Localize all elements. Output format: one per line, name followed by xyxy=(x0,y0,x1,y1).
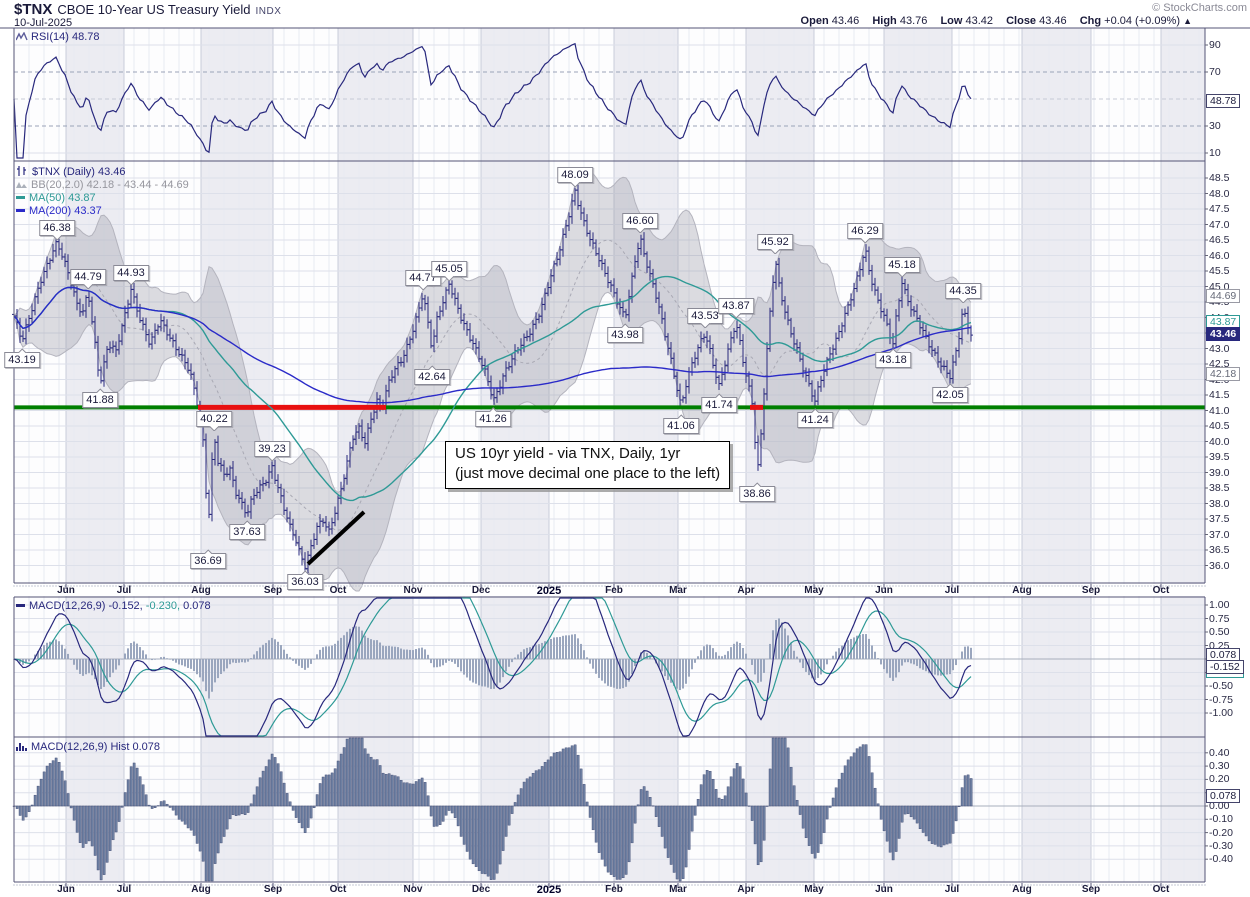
chart-date: 10-Jul-2025 xyxy=(14,17,73,29)
open-value: 43.46 xyxy=(831,15,860,27)
annotation-line2: (just move decimal one place to the left… xyxy=(455,465,721,482)
chg-up-arrow-icon: ▲ xyxy=(1183,16,1192,26)
ma50-swatch-icon xyxy=(16,196,25,199)
close-value: 43.46 xyxy=(1039,15,1067,27)
high-label: High xyxy=(872,15,897,27)
chart-title: $TNX CBOE 10-Year US Treasury Yield INDX xyxy=(14,1,281,19)
price-legend-label: $TNX (Daily) 43.46 xyxy=(32,166,126,178)
rsi-legend: RSI(14) 48.78 xyxy=(15,31,100,44)
ma50-legend: MA(50) 43.87 xyxy=(16,192,96,205)
rsi-legend-label: RSI(14) 48.78 xyxy=(31,31,100,43)
low-label: Low xyxy=(940,15,963,27)
macd-line-value: -0.152, xyxy=(108,600,143,612)
watermark: © StockCharts.com xyxy=(1152,2,1247,14)
candlestick-icon xyxy=(17,166,26,176)
bollinger-icon xyxy=(16,182,27,188)
macd-legend-label: MACD(12,26,9) xyxy=(29,600,106,612)
bb-legend-label: BB(20,2.0) 42.18 - 43.44 - 44.69 xyxy=(31,179,189,191)
macd-legend: MACD(12,26,9) -0.152, -0.230, 0.078 xyxy=(16,600,211,613)
bb-legend: BB(20,2.0) 42.18 - 43.44 - 44.69 xyxy=(16,179,189,192)
ohlc-row: Open 43.46 High 43.76 Low 43.42 Close 43… xyxy=(791,15,1192,27)
macd-swatch-icon xyxy=(16,604,25,607)
histogram-icon xyxy=(16,743,27,751)
ma200-legend-label: MA(200) 43.37 xyxy=(29,205,102,217)
close-label: Close xyxy=(1006,15,1037,27)
macd-signal-value: -0.230, xyxy=(145,600,181,612)
ma200-swatch-icon xyxy=(16,209,25,212)
symbol-name: CBOE 10-Year US Treasury Yield xyxy=(57,2,251,17)
high-value: 43.76 xyxy=(899,15,928,27)
price-legend: $TNX (Daily) 43.46 xyxy=(16,166,126,179)
exchange-label: INDX xyxy=(255,6,282,17)
ma50-legend-label: MA(50) 43.87 xyxy=(29,192,96,204)
chg-label: Chg xyxy=(1079,15,1102,27)
symbol: $TNX xyxy=(14,1,53,18)
ma200-legend: MA(200) 43.37 xyxy=(16,205,102,218)
open-label: Open xyxy=(800,15,829,27)
macd-hist-value: 0.078 xyxy=(183,600,211,612)
chart-annotation: US 10yr yield - via TNX, Daily, 1yr (jus… xyxy=(445,441,731,489)
low-value: 43.42 xyxy=(965,15,994,27)
chg-value: +0.04 (+0.09%) xyxy=(1104,15,1181,27)
rsi-icon xyxy=(15,31,28,41)
hist-legend: MACD(12,26,9) Hist 0.078 xyxy=(16,741,160,754)
hist-legend-label: MACD(12,26,9) Hist 0.078 xyxy=(31,741,160,753)
annotation-line1: US 10yr yield - via TNX, Daily, 1yr xyxy=(455,445,681,462)
